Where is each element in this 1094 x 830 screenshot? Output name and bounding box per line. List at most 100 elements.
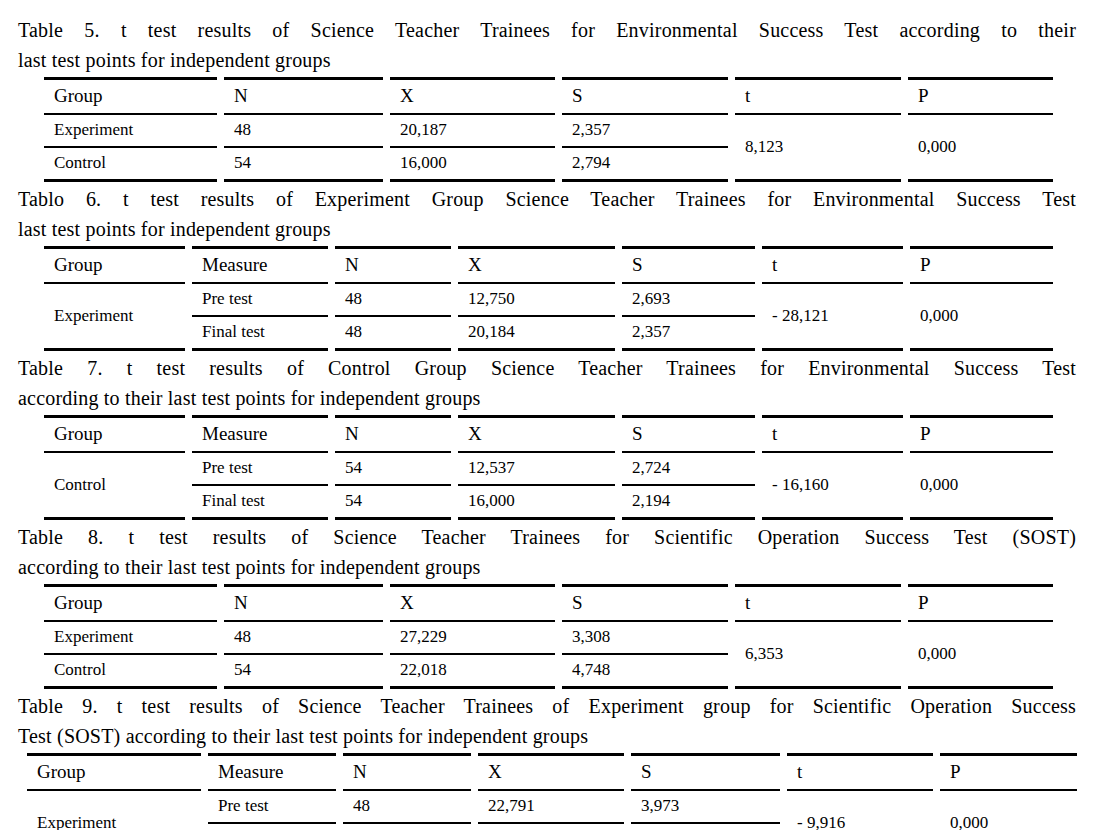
column-header: Group [44,584,217,622]
table-cell: 48 [343,791,471,824]
table-title: Tablo 6. t test results of Experiment Gr… [18,184,1076,244]
table-cell: Pre test [208,791,336,824]
column-header: Measure [208,753,336,791]
table-title: Table 9. t test results of Science Teach… [18,691,1076,751]
table-cell-group: Experiment [44,284,185,351]
column-header: N [343,753,471,791]
table-cell: 27,229 [390,622,555,655]
table-title: Table 8. t test results of Science Teach… [18,522,1076,582]
table-row: ExperimentPre test4812,7502,693- 28,1210… [44,284,1053,317]
column-header: P [940,753,1077,791]
column-header: S [562,584,728,622]
table-cell: Final test [208,824,336,830]
table-cell-p: 0,000 [908,622,1053,689]
table-row: Control5422,0184,748 [44,655,1053,689]
table-cell: 20,187 [390,115,555,148]
data-table: GroupMeasureNXStPControlPre test5412,537… [37,415,1060,520]
column-header: N [224,584,383,622]
table-cell-t: 6,353 [735,622,901,689]
table-cell: 20,184 [458,317,615,351]
table-cell-p: 0,000 [910,284,1053,351]
table-section: Table 8. t test results of Science Teach… [0,522,1094,689]
table-cell: 12,537 [458,453,615,486]
column-header: S [622,246,755,284]
column-header: Measure [192,246,328,284]
column-header: Group [27,753,201,791]
table-title: Table 5. t test results of Science Teach… [18,15,1076,75]
table-cell: 54 [224,148,383,182]
data-table: GroupMeasureNXStPExperimentPre test4822,… [20,753,1084,830]
table-cell: 2,357 [622,317,755,351]
table-cell: 22,018 [390,655,555,689]
column-header: N [224,77,383,115]
table-title: Table 7. t test results of Control Group… [18,353,1076,413]
table-cell: 16,000 [458,486,615,520]
table-cell-t: - 9,916 [787,791,933,830]
header-row: GroupMeasureNXStP [27,753,1077,791]
table-cell-group: Experiment [27,791,201,830]
column-header: t [762,246,903,284]
data-table: GroupNXStPExperiment4827,2293,3086,3530,… [37,584,1060,689]
table-cell: 22,791 [478,791,624,824]
table-cell: Control [44,148,217,182]
column-header: t [735,584,901,622]
table-cell: Experiment [44,622,217,655]
table-cell: 48 [335,284,451,317]
table-cell: 16,000 [390,148,555,182]
table-section: Table 5. t test results of Science Teach… [0,15,1094,182]
table-cell: 2,724 [622,453,755,486]
column-header: X [390,584,555,622]
table-cell-t: 8,123 [735,115,901,182]
table-row: ControlPre test5412,5372,724- 16,1600,00… [44,453,1053,486]
header-row: GroupMeasureNXStP [44,415,1053,453]
table-section: Tablo 6. t test results of Experiment Gr… [0,184,1094,351]
table-cell: 2,794 [562,148,728,182]
table-cell: Control [44,655,217,689]
table-title-line-1: Table 7. t test results of Control Group… [18,353,1076,383]
column-header: Measure [192,415,328,453]
column-header: P [908,584,1053,622]
table-cell-p: 0,000 [940,791,1077,830]
column-header: X [458,415,615,453]
table-cell: Pre test [192,453,328,486]
column-header: S [562,77,728,115]
column-header: N [335,415,451,453]
table-cell: 3,308 [631,824,780,830]
data-table: GroupNXStPExperiment4820,1872,3578,1230,… [37,77,1060,182]
header-row: GroupNXStP [44,77,1053,115]
table-title-line-2: last test points for independent groups [18,45,1076,75]
column-header: X [390,77,555,115]
table-row: ExperimentPre test4822,7913,973- 9,9160,… [27,791,1077,824]
table-cell: 54 [335,453,451,486]
table-cell: 54 [335,486,451,520]
table-cell-t: - 16,160 [762,453,903,520]
column-header: t [735,77,901,115]
document-page: Table 5. t test results of Science Teach… [0,0,1094,830]
column-header: P [908,77,1053,115]
table-title-line-2: according to their last test points for … [18,552,1076,582]
table-cell: 48 [224,115,383,148]
table-cell: 4,748 [562,655,728,689]
table-title-line-1: Table 5. t test results of Science Teach… [18,15,1076,45]
table-cell-p: 0,000 [908,115,1053,182]
table-cell: Final test [192,317,328,351]
table-title-line-1: Table 8. t test results of Science Teach… [18,522,1076,552]
table-title-line-2: according to their last test points for … [18,383,1076,413]
table-cell: 27,229 [478,824,624,830]
column-header: t [787,753,933,791]
column-header: Group [44,77,217,115]
table-cell-t: - 28,121 [762,284,903,351]
table-cell: 48 [335,317,451,351]
column-header: P [910,246,1053,284]
column-header: Group [44,246,185,284]
table-row: Experiment4820,1872,3578,1230,000 [44,115,1053,148]
table-cell: 54 [224,655,383,689]
table-cell: 2,357 [562,115,728,148]
column-header: P [910,415,1053,453]
table-cell-p: 0,000 [910,453,1053,520]
table-row: Control5416,0002,794 [44,148,1053,182]
table-section: Table 9. t test results of Science Teach… [0,691,1094,830]
table-cell: 48 [343,824,471,830]
column-header: Group [44,415,185,453]
table-cell: Experiment [44,115,217,148]
